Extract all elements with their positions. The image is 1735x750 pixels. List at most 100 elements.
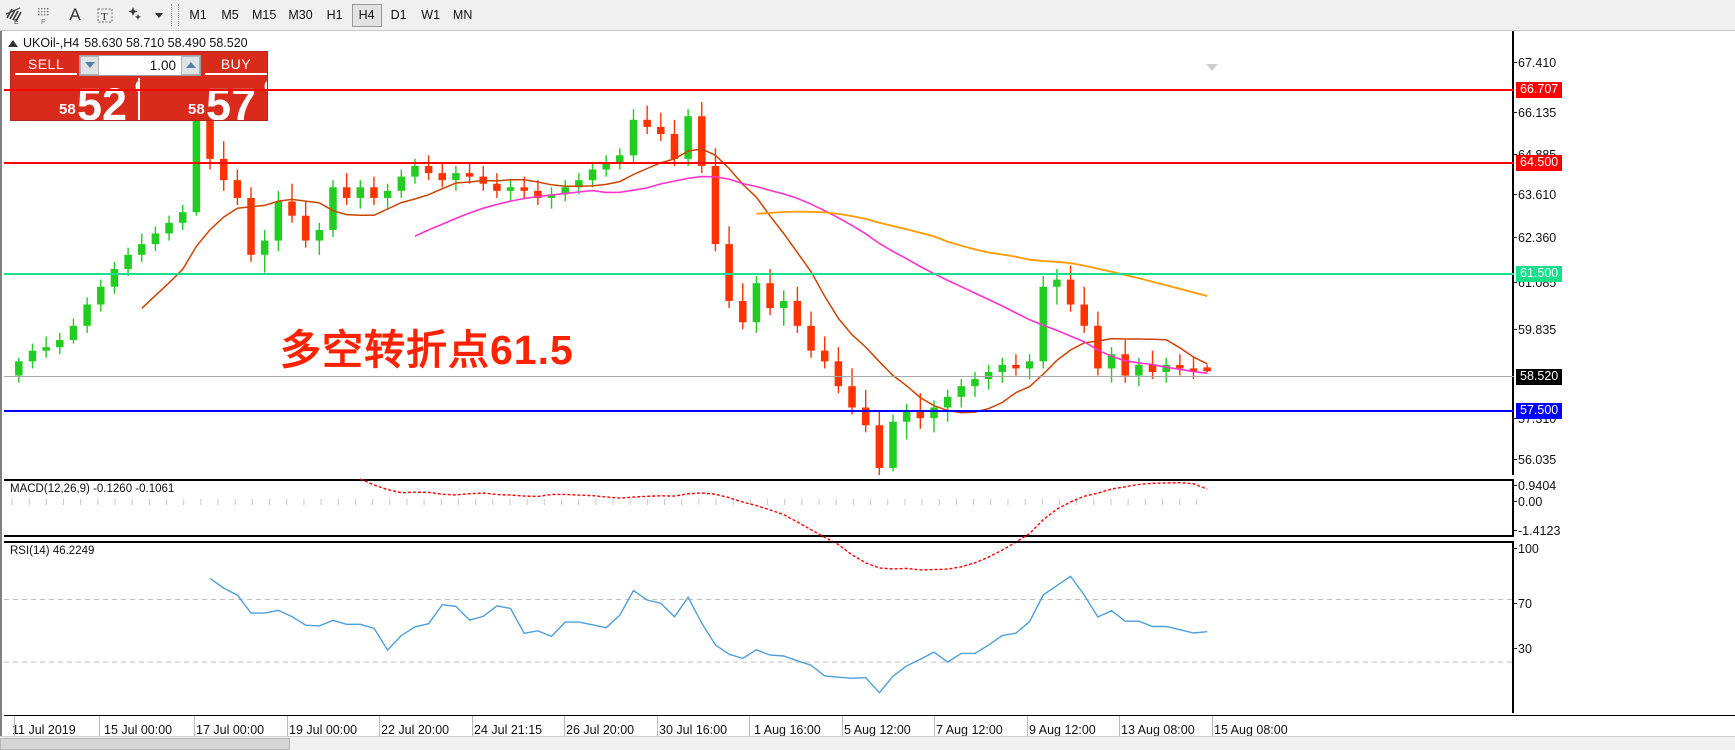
sell-button[interactable]: SELL: [15, 56, 77, 75]
rsi-axis-70: 70: [1513, 597, 1532, 611]
time-tick-4: [379, 716, 380, 742]
buy-price-fraction: 0: [264, 79, 267, 97]
volume-decrement-button[interactable]: [80, 55, 99, 75]
timeframe-h1[interactable]: H1: [326, 8, 343, 22]
time-label-13: 15 Aug 08:00: [1214, 723, 1288, 737]
macd-label: MACD(12,26,9) -0.1260 -0.1061: [10, 483, 175, 495]
timeframe-m30[interactable]: M30: [288, 8, 313, 22]
axis-tick-56035: 56.035: [1512, 453, 1557, 467]
time-tick-2: [194, 716, 195, 742]
price-pane[interactable]: 多空转折点61.5: [4, 31, 1514, 475]
time-label-5: 24 Jul 21:15: [474, 723, 543, 737]
pivot-line-61500[interactable]: [4, 273, 1514, 275]
timeframe-mn[interactable]: MN: [452, 8, 473, 22]
axis-tick-66135: 66.135: [1512, 106, 1557, 120]
text-object-icon[interactable]: T: [90, 1, 120, 30]
collapse-triangle-icon[interactable]: [8, 39, 18, 47]
macd-pane[interactable]: MACD(12,26,9) -0.1260 -0.1061: [4, 478, 1514, 571]
svg-text:F: F: [41, 19, 45, 25]
trade-panel-prices: 58 52 0 58 57 0: [11, 78, 267, 120]
rsi-series-layer: [4, 575, 1512, 694]
sell-price-fraction: 0: [135, 79, 138, 97]
resistance-line-66707[interactable]: [4, 89, 1514, 91]
symbol-label: UKOil-,H4: [23, 36, 80, 50]
timeframe-d1[interactable]: D1: [390, 8, 407, 22]
axis-tick-63610: 63.610: [1512, 188, 1557, 202]
time-label-0: 11 Jul 2019: [12, 723, 76, 737]
autoscroll-icon[interactable]: F: [30, 1, 60, 30]
pane-splitter-nub[interactable]: [1206, 64, 1218, 71]
sell-price[interactable]: 58 52 0: [11, 78, 138, 120]
time-label-1: 15 Jul 00:00: [104, 723, 173, 737]
rsi-pane[interactable]: RSI(14) 46.2249: [4, 541, 1514, 713]
price-axis[interactable]: 67.410 66.135 64.885 63.610 62.360 61.08…: [1512, 31, 1735, 713]
templates-dropdown-icon[interactable]: [150, 1, 168, 30]
volume-increment-button[interactable]: [181, 55, 200, 75]
horizontal-scrollbar[interactable]: [0, 736, 1735, 750]
last-price-line: [4, 376, 1514, 377]
axis-chip-57500[interactable]: 57.500: [1516, 403, 1563, 419]
time-label-10: 7 Aug 12:00: [936, 723, 1003, 737]
symbol-ohlc-row: UKOil-,H4 58.630 58.710 58.490 58.520: [8, 35, 248, 51]
time-label-6: 26 Jul 20:00: [566, 723, 635, 737]
timeframe-m1[interactable]: M1: [189, 8, 207, 22]
sell-price-big: 52: [77, 79, 128, 120]
resistance-line-64500[interactable]: [4, 162, 1514, 164]
buy-price-integer: 58: [188, 101, 205, 118]
main-toolbar: E F A T: [0, 0, 1735, 31]
time-tick-10: [934, 716, 935, 742]
time-tick-11: [1027, 716, 1028, 742]
time-tick-0: [14, 716, 15, 742]
time-tick-12: [1119, 716, 1120, 742]
svg-text:T: T: [101, 11, 108, 23]
price-series-layer: [15, 87, 1211, 475]
timeframe-m15[interactable]: M15: [252, 8, 277, 22]
time-label-11: 9 Aug 12:00: [1029, 723, 1096, 737]
axis-tick-67410: 67.410: [1512, 56, 1557, 70]
axis-chip-64500[interactable]: 64.500: [1516, 155, 1563, 171]
volume-field[interactable]: 1.00: [79, 54, 201, 76]
rsi-axis-100: 100: [1513, 542, 1539, 556]
timeframe-h4[interactable]: H4: [351, 3, 382, 27]
axis-tick-62360: 62.360: [1512, 231, 1557, 245]
time-label-7: 30 Jul 16:00: [659, 723, 728, 737]
support-line-57500[interactable]: [4, 410, 1514, 412]
time-tick-13: [1212, 716, 1213, 742]
axis-chip-61500[interactable]: 61.500: [1516, 266, 1563, 282]
axis-chip-66707[interactable]: 66.707: [1516, 82, 1563, 98]
buy-button[interactable]: BUY: [205, 56, 267, 75]
buy-price[interactable]: 58 57 0: [138, 78, 267, 120]
time-label-4: 22 Jul 20:00: [381, 723, 450, 737]
volume-value[interactable]: 1.00: [99, 55, 181, 75]
macd-axis-top: 0.9404: [1512, 479, 1557, 493]
time-tick-3: [287, 716, 288, 742]
time-label-2: 17 Jul 00:00: [196, 723, 265, 737]
toolbar-separator: [171, 4, 179, 26]
rsi-axis-30: 30: [1513, 642, 1532, 656]
time-label-12: 13 Aug 08:00: [1121, 723, 1195, 737]
templates-icon[interactable]: [120, 1, 150, 30]
time-label-3: 19 Jul 00:00: [289, 723, 358, 737]
indicators-icon[interactable]: E: [0, 1, 30, 30]
one-click-trading-panel[interactable]: SELL 1.00 BUY 58 52 0 58 57 0: [10, 51, 268, 121]
axis-chip-58520[interactable]: 58.520: [1516, 369, 1563, 385]
macd-axis-zero: 0.00: [1512, 495, 1543, 509]
svg-text:E: E: [14, 19, 19, 25]
time-label-9: 5 Aug 12:00: [844, 723, 911, 737]
sell-price-integer: 58: [59, 101, 76, 118]
time-label-8: 1 Aug 16:00: [754, 723, 821, 737]
rsi-label: RSI(14) 46.2249: [10, 545, 95, 557]
timeframe-m5[interactable]: M5: [221, 8, 239, 22]
time-tick-1: [99, 716, 100, 742]
scrollbar-thumb[interactable]: [0, 738, 290, 750]
ohlc-values: 58.630 58.710 58.490 58.520: [84, 36, 248, 50]
trade-panel-top-row: SELL 1.00 BUY: [11, 52, 267, 78]
time-tick-6: [564, 716, 565, 742]
time-tick-7: [657, 716, 658, 742]
time-tick-8: [749, 716, 750, 742]
chart-annotation: 多空转折点61.5: [280, 327, 574, 373]
timeframe-w1[interactable]: W1: [421, 8, 441, 22]
macd-series-layer: [11, 478, 1208, 571]
text-label-icon[interactable]: A: [69, 5, 81, 24]
chart-frame: UKOil-,H4 58.630 58.710 58.490 58.520 多空…: [0, 31, 1735, 750]
